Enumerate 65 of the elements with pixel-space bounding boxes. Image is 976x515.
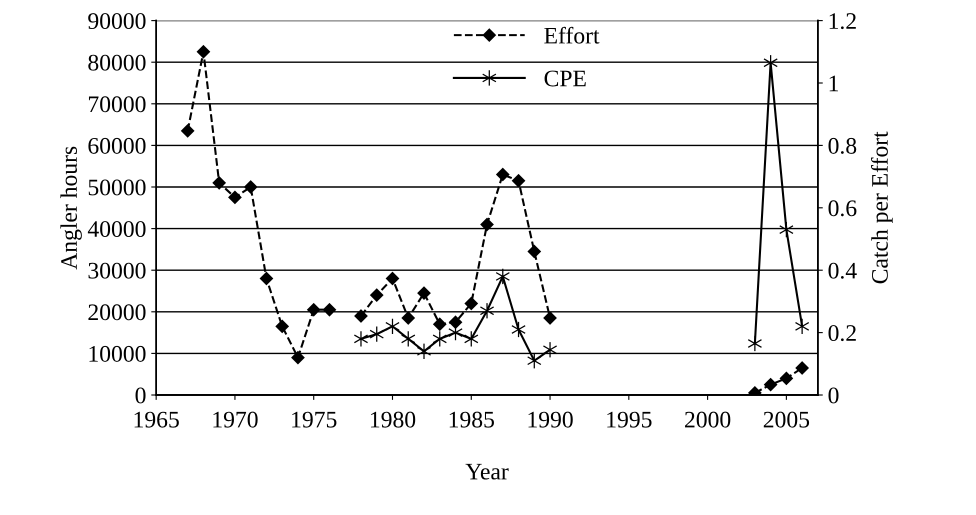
point bbox=[794, 318, 810, 335]
point bbox=[512, 174, 526, 188]
y-tick-label: 0 bbox=[136, 387, 146, 404]
point bbox=[528, 244, 541, 258]
point bbox=[196, 45, 210, 58]
x-tick-label: 1980 bbox=[370, 412, 416, 428]
point bbox=[369, 326, 384, 342]
point bbox=[228, 190, 242, 204]
x-axis-title: Year bbox=[466, 464, 509, 480]
y2-tick-label: 0.4 bbox=[828, 262, 857, 279]
y-tick-label: 80000 bbox=[88, 54, 146, 71]
point bbox=[417, 286, 431, 300]
point bbox=[212, 176, 226, 190]
y2-tick-label: 1 bbox=[830, 76, 838, 92]
x-tick-label: 2005 bbox=[764, 412, 810, 428]
point bbox=[464, 330, 479, 348]
point bbox=[181, 124, 194, 138]
point bbox=[260, 272, 274, 286]
x-tick-label: 1990 bbox=[528, 412, 573, 428]
point bbox=[354, 309, 368, 323]
point bbox=[496, 168, 510, 182]
point bbox=[780, 372, 793, 385]
point bbox=[796, 361, 809, 375]
point bbox=[244, 180, 258, 194]
point bbox=[764, 378, 778, 392]
point bbox=[370, 288, 384, 302]
x-tick-label: 1985 bbox=[450, 412, 494, 428]
point bbox=[543, 311, 557, 325]
y-tick-label: 50000 bbox=[88, 179, 146, 196]
point bbox=[276, 320, 289, 333]
point bbox=[527, 352, 542, 369]
y-tick-label: 70000 bbox=[88, 96, 146, 112]
y2-tick-label: 0.2 bbox=[828, 325, 856, 342]
point bbox=[448, 316, 462, 329]
x-tick-label: 1995 bbox=[607, 412, 652, 428]
x-tick-label: 1970 bbox=[213, 412, 258, 428]
point bbox=[433, 318, 446, 331]
x-tick-label: 1965 bbox=[134, 412, 179, 428]
point bbox=[307, 303, 320, 316]
y-tick-label: 30000 bbox=[88, 262, 146, 279]
point bbox=[402, 311, 415, 325]
point bbox=[291, 350, 305, 364]
y2-tick-label: 0.8 bbox=[828, 138, 856, 154]
y-tick-label: 90000 bbox=[88, 13, 146, 30]
y-tick-label: 60000 bbox=[88, 138, 146, 154]
legend-label: Effort bbox=[544, 26, 600, 44]
point bbox=[464, 296, 478, 310]
point bbox=[386, 272, 400, 286]
point bbox=[401, 330, 416, 348]
y-tick-label: 40000 bbox=[88, 221, 146, 238]
y2-axis-title: Catch per Effort bbox=[871, 131, 893, 284]
legend-label: CPE bbox=[544, 70, 586, 86]
y-axis-title: Angler hours bbox=[60, 146, 82, 270]
point bbox=[432, 330, 447, 348]
x-tick-label: 1975 bbox=[292, 412, 336, 428]
y-tick-label: 10000 bbox=[89, 346, 146, 362]
point bbox=[480, 218, 494, 232]
point bbox=[322, 303, 336, 316]
x-tick-label: 2000 bbox=[685, 412, 730, 428]
point bbox=[496, 268, 510, 285]
y-tick-label: 20000 bbox=[88, 304, 146, 320]
point bbox=[748, 335, 762, 352]
y2-tick-label: 0.6 bbox=[828, 200, 856, 216]
y2-tick-label: 1.2 bbox=[830, 13, 856, 30]
y2-tick-label: 0 bbox=[828, 387, 839, 404]
